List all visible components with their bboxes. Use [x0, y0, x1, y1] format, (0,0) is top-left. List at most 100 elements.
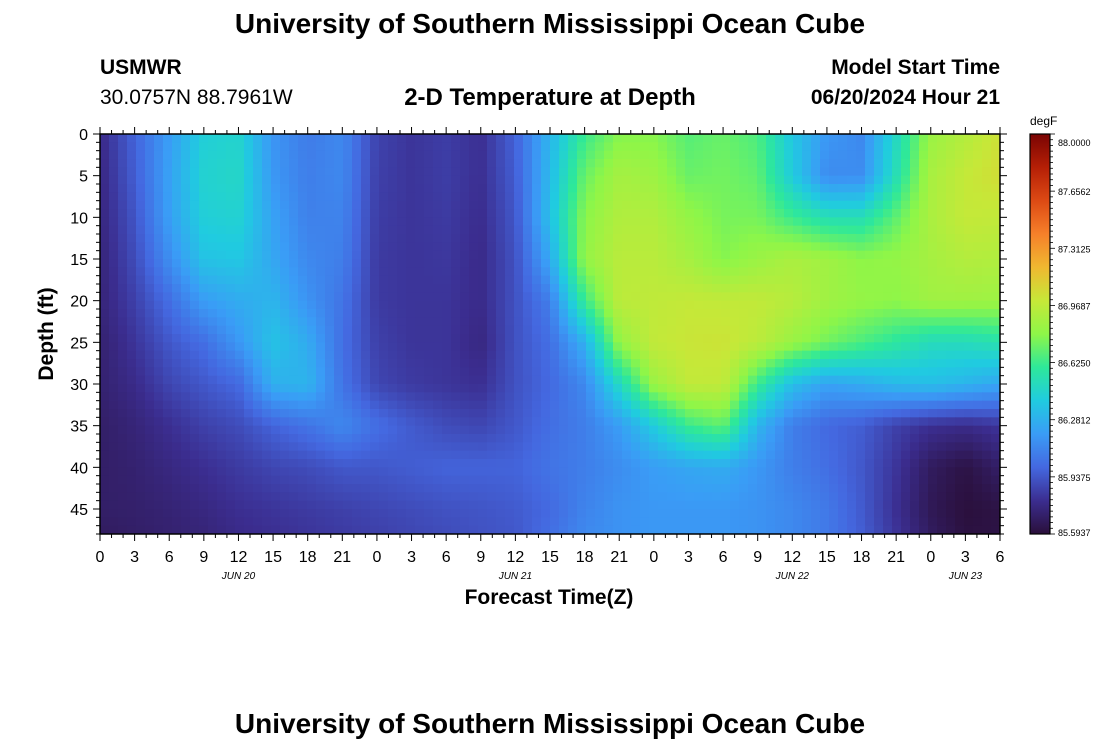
heatmap-cell	[226, 284, 236, 293]
heatmap-cell	[190, 350, 200, 360]
heatmap-cell	[208, 159, 218, 168]
heatmap-cell	[442, 350, 452, 360]
heatmap-cell	[577, 192, 587, 202]
heatmap-cell	[505, 242, 515, 252]
heatmap-cell	[289, 467, 299, 477]
heatmap-cell	[460, 384, 470, 393]
heatmap-cell	[442, 450, 452, 460]
heatmap-cell	[775, 509, 785, 518]
heatmap-cell	[820, 442, 830, 452]
heatmap-cell	[469, 342, 479, 352]
heatmap-cell	[244, 350, 254, 360]
heatmap-cell	[631, 267, 641, 277]
heatmap-cell	[118, 434, 128, 443]
heatmap-cell	[559, 134, 569, 143]
heatmap-cell	[163, 234, 173, 243]
heatmap-cell	[244, 475, 254, 485]
heatmap-cell	[757, 459, 767, 468]
heatmap-cell	[784, 367, 794, 377]
heatmap-cell	[910, 159, 920, 168]
heatmap-cell	[622, 334, 632, 343]
heatmap-cell	[775, 325, 785, 335]
heatmap-cell	[838, 142, 848, 152]
heatmap-cell	[316, 434, 326, 443]
heatmap-cell	[136, 292, 146, 302]
heatmap-cell	[451, 325, 461, 335]
heatmap-cell	[883, 384, 893, 393]
heatmap-cell	[514, 450, 524, 460]
heatmap-cell	[928, 309, 938, 318]
heatmap-cell	[802, 409, 812, 418]
heatmap-cell	[226, 509, 236, 518]
heatmap-cell	[145, 392, 155, 402]
heatmap-cell	[532, 367, 542, 377]
heatmap-cell	[289, 417, 299, 427]
heatmap-cell	[667, 342, 677, 352]
heatmap-cell	[775, 517, 785, 527]
heatmap-cell	[334, 525, 344, 535]
heatmap-cell	[829, 267, 839, 277]
heatmap-cell	[217, 417, 227, 427]
heatmap-cell	[874, 200, 884, 210]
heatmap-cell	[334, 450, 344, 460]
heatmap-cell	[730, 350, 740, 360]
heatmap-cell	[829, 442, 839, 452]
heatmap-cell	[469, 200, 479, 210]
heatmap-cell	[667, 234, 677, 243]
heatmap-cell	[820, 459, 830, 468]
heatmap-cell	[631, 359, 641, 368]
heatmap-cell	[253, 142, 263, 152]
heatmap-cell	[937, 242, 947, 252]
heatmap-cell	[505, 142, 515, 152]
heatmap-cell	[874, 375, 884, 385]
heatmap-cell	[955, 525, 965, 535]
heatmap-cell	[712, 442, 722, 452]
heatmap-cell	[856, 467, 866, 477]
heatmap-cell	[406, 417, 416, 427]
heatmap-cell	[730, 459, 740, 468]
heatmap-cell	[199, 184, 209, 193]
heatmap-cell	[442, 175, 452, 185]
heatmap-cell	[919, 192, 929, 202]
heatmap-cell	[703, 434, 713, 443]
heatmap-cell	[550, 517, 560, 527]
heatmap-cell	[676, 167, 686, 177]
heatmap-cell	[568, 167, 578, 177]
heatmap-cell	[487, 242, 497, 252]
heatmap-cell	[406, 442, 416, 452]
heatmap-cell	[595, 509, 605, 518]
heatmap-cell	[559, 500, 569, 510]
heatmap-cell	[937, 400, 947, 410]
heatmap-cell	[649, 267, 659, 277]
heatmap-cell	[595, 434, 605, 443]
heatmap-cell	[442, 375, 452, 385]
heatmap-cell	[784, 342, 794, 352]
heatmap-cell	[514, 392, 524, 402]
heatmap-cell	[928, 134, 938, 143]
heatmap-cell	[334, 484, 344, 493]
heatmap-cell	[451, 334, 461, 343]
heatmap-cell	[397, 184, 407, 193]
heatmap-cell	[433, 417, 443, 427]
heatmap-cell	[217, 500, 227, 510]
heatmap-cell	[730, 292, 740, 302]
heatmap-cell	[100, 392, 110, 402]
heatmap-cell	[631, 300, 641, 310]
heatmap-cell	[910, 217, 920, 227]
heatmap-cell	[118, 234, 128, 243]
heatmap-cell	[136, 234, 146, 243]
heatmap-cell	[676, 234, 686, 243]
heatmap-cell	[100, 484, 110, 493]
heatmap-cell	[289, 175, 299, 185]
heatmap-cell	[424, 250, 434, 260]
heatmap-cell	[577, 209, 587, 218]
heatmap-cell	[721, 300, 731, 310]
heatmap-cell	[811, 275, 821, 285]
heatmap-cell	[802, 459, 812, 468]
heatmap-cell	[217, 292, 227, 302]
heatmap-cell	[136, 267, 146, 277]
heatmap-cell	[631, 342, 641, 352]
heatmap-cell	[424, 475, 434, 485]
heatmap-cell	[901, 400, 911, 410]
heatmap-cell	[757, 517, 767, 527]
